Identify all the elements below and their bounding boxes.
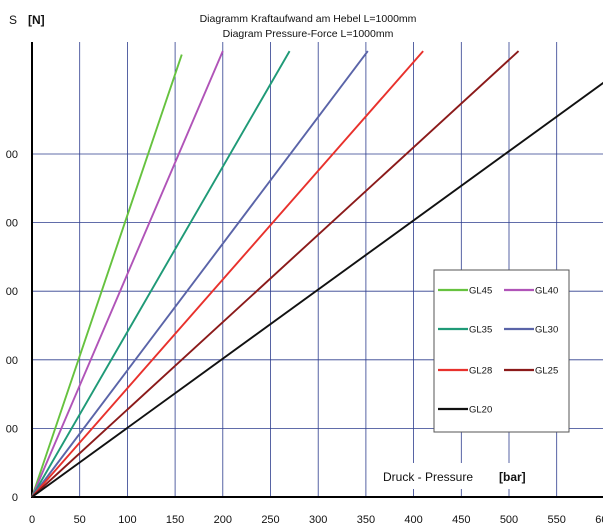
x-tick-label-12: 600 [595,514,603,526]
series-line-gl30 [31,50,369,498]
x-tick-label-10: 500 [500,514,518,526]
legend-label-gl35: GL35 [469,325,492,336]
x-tick-label-6: 300 [309,514,327,526]
chart-title: Diagramm Kraftaufwand am Hebel L=1000mm [200,13,417,25]
legend: GL45 GL40 GL35 GL30 GL28 GL25 GL20 [433,269,570,433]
chart-subtitle: Diagram Pressure-Force L=1000mm [223,28,394,40]
x-axis-label: Druck - Pressure [383,470,473,484]
y-tick-label-0: 0 [12,492,18,504]
x-tick-labels: 0 50 100 150 200 250 300 350 400 450 500 550 600 [29,514,603,526]
series-line-gl40 [31,50,224,498]
y-tick-label-3: 00 [6,286,18,298]
y-tick-label-1: 00 [6,423,18,435]
x-axis-unit: [bar] [499,470,526,484]
x-tick-label-7: 350 [357,514,375,526]
x-tick-label-11: 550 [548,514,566,526]
series-line-gl20 [31,81,603,498]
legend-label-gl40: GL40 [535,286,558,297]
series-line-gl25 [31,50,520,498]
legend-label-gl30: GL30 [535,325,558,336]
series-line-gl45 [31,54,183,498]
series-line-gl35 [31,50,291,498]
legend-label-gl20: GL20 [469,405,492,416]
x-tick-label-1: 50 [74,514,86,526]
x-tick-label-2: 100 [118,514,136,526]
y-axis-symbol: S [9,13,17,27]
series-lines [31,50,603,498]
legend-label-gl45: GL45 [469,286,492,297]
x-tick-label-4: 200 [214,514,232,526]
y-tick-label-4: 00 [6,218,18,230]
legend-box [433,269,570,433]
legend-label-gl28: GL28 [469,366,492,377]
x-tick-label-9: 450 [452,514,470,526]
y-tick-label-5: 00 [6,149,18,161]
legend-label-gl25: GL25 [535,366,558,377]
x-tick-label-8: 400 [404,514,422,526]
x-axis-label-bg [375,463,539,489]
x-tick-label-3: 150 [166,514,184,526]
x-tick-label-5: 250 [261,514,279,526]
x-tick-label-0: 0 [29,514,35,526]
y-tick-label-2: 00 [6,355,18,367]
y-axis-unit: [N] [28,13,45,27]
axes [31,42,603,498]
series-line-gl28 [31,50,424,498]
